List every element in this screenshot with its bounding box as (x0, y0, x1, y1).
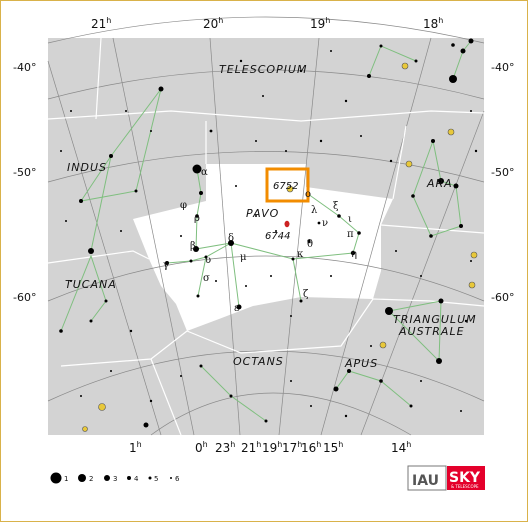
ra-bottom-16h: 16h (301, 440, 321, 455)
greek-gamma: γ (163, 260, 169, 271)
sky-logo-text: SKY (449, 470, 481, 486)
label-telescopium: TELESCOPIUM (219, 63, 308, 76)
dec-label-right-60: -60° (491, 291, 514, 304)
greek-letters: α η β δ γ ε ζ κ λ π ξ ν ι ρ σ μ υ φ θ ο (163, 167, 357, 314)
greek-iota: ι (348, 214, 352, 225)
ra-bottom-21h: 21h (241, 440, 261, 455)
dec-grid (47, 16, 485, 436)
label-ngc6744: 6744 (265, 231, 290, 242)
greek-nu: ν (322, 218, 328, 229)
greek-upsilon: υ (205, 255, 211, 266)
ra-bottom-19h: 19h (262, 440, 282, 455)
ra-bottom-14h: 14h (391, 440, 411, 455)
greek-eta: η (351, 249, 357, 260)
ra-bottom-15h: 15h (323, 440, 343, 455)
legend-mag1-label: 1 (64, 475, 68, 483)
ra-grid (47, 37, 485, 436)
ra-bottom-0h: 0h (195, 440, 208, 455)
ra-label-21h: 21h (91, 16, 111, 31)
legend-mag6-label: 6 (175, 475, 180, 483)
ngc6752-callout-box (265, 167, 310, 203)
label-triangulum: TRIANGULUM (393, 313, 477, 326)
greek-theta: θ (307, 239, 313, 250)
legend-mag3-label: 3 (113, 475, 117, 483)
greek-delta: δ (228, 233, 234, 244)
label-australe: AUSTRALE (398, 325, 465, 338)
legend-mag4-label: 4 (134, 475, 139, 483)
ra-label-18h: 18h (423, 16, 443, 31)
label-octans: OCTANS (233, 355, 284, 368)
greek-rho: ρ (194, 213, 200, 224)
ra-labels-top: 21h 20h 19h 18h (91, 16, 443, 31)
legend-mag3-dot (104, 475, 110, 481)
legend-mag6-dot (170, 477, 172, 479)
globular-clusters (82, 62, 478, 432)
greek-zeta: ζ (303, 289, 309, 300)
legend-mag1-dot (50, 472, 62, 484)
legend-mag4-dot (127, 476, 131, 480)
ra-bottom-1h: 1h (129, 440, 142, 455)
greek-omicron: ο (305, 189, 311, 200)
ra-bottom-17h: 17h (282, 440, 302, 455)
label-indus: INDUS (67, 161, 107, 174)
greek-lambda: λ (311, 205, 318, 216)
pavo-region (133, 164, 393, 331)
ra-bottom-23h: 23h (215, 440, 235, 455)
dec-label-right-40: -40° (491, 61, 514, 74)
legend-mag2-dot (78, 474, 86, 482)
galaxy-ngc6744-marker (284, 220, 290, 228)
greek-beta: β (190, 241, 196, 252)
label-ngc6752: 6752 (273, 181, 298, 192)
ra-label-19h: 19h (310, 16, 330, 31)
magnitude-legend: 1 2 3 4 5 6 (50, 472, 180, 484)
label-pavo: PAVO (246, 207, 279, 220)
iau-logo: IAU (407, 465, 447, 491)
greek-phi: φ (180, 200, 187, 211)
sky-logo-subtext: & TELESCOPE (451, 484, 479, 489)
dec-label-left-60: -60° (13, 291, 36, 304)
constellation-boundaries (47, 37, 485, 436)
dec-label-right-50: -50° (491, 166, 514, 179)
dec-label-left-50: -50° (13, 166, 36, 179)
greek-kappa: κ (297, 249, 304, 260)
sky-telescope-logo: SKY & TELESCOPE (447, 466, 485, 490)
greek-pi: π (347, 229, 354, 240)
legend-mag5-label: 5 (154, 475, 158, 483)
iau-logo-text: IAU (412, 473, 439, 489)
dec-labels: -40° -50° -60° -40° -50° -60° (13, 61, 514, 304)
greek-epsilon: ε (234, 303, 239, 314)
greek-xi: ξ (333, 201, 339, 212)
constellation-names: TELESCOPIUM INDUS PAVO ARA TUCANA TRIANG… (65, 63, 477, 370)
greek-sigma: σ (203, 273, 210, 284)
ra-labels-bottom: 1h 0h 23h 21h 19h 17h 16h 15h 14h (129, 440, 411, 455)
greek-alpha: α (201, 167, 208, 178)
label-apus: APUS (344, 357, 378, 370)
dec-label-left-40: -40° (13, 61, 36, 74)
greek-mu: μ (240, 252, 247, 263)
label-ara: ARA (426, 177, 453, 190)
legend-mag5-dot (148, 476, 152, 480)
stars (59, 38, 478, 428)
label-tucana: TUCANA (65, 278, 117, 291)
legend-mag2-label: 2 (89, 475, 93, 483)
ra-label-20h: 20h (203, 16, 223, 31)
